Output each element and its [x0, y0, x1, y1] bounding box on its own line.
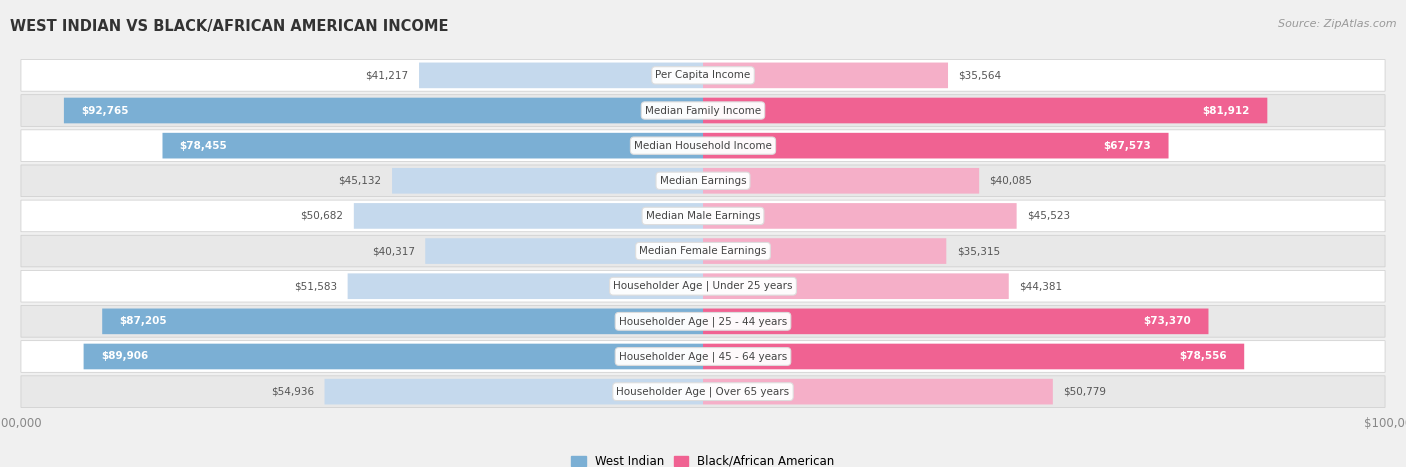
- Text: $41,217: $41,217: [366, 71, 409, 80]
- Text: Per Capita Income: Per Capita Income: [655, 71, 751, 80]
- FancyBboxPatch shape: [103, 309, 703, 334]
- Text: $87,205: $87,205: [120, 316, 167, 326]
- Text: Median Female Earnings: Median Female Earnings: [640, 246, 766, 256]
- FancyBboxPatch shape: [703, 133, 1168, 158]
- Text: $45,132: $45,132: [339, 176, 382, 186]
- FancyBboxPatch shape: [354, 203, 703, 229]
- FancyBboxPatch shape: [703, 273, 1008, 299]
- Text: $51,583: $51,583: [294, 281, 337, 291]
- Text: Source: ZipAtlas.com: Source: ZipAtlas.com: [1278, 19, 1396, 28]
- Text: Median Earnings: Median Earnings: [659, 176, 747, 186]
- Text: $89,906: $89,906: [101, 352, 148, 361]
- FancyBboxPatch shape: [21, 200, 1385, 232]
- Text: $50,682: $50,682: [301, 211, 343, 221]
- FancyBboxPatch shape: [392, 168, 703, 194]
- FancyBboxPatch shape: [63, 98, 703, 123]
- Text: $67,573: $67,573: [1104, 141, 1152, 151]
- FancyBboxPatch shape: [703, 63, 948, 88]
- FancyBboxPatch shape: [703, 238, 946, 264]
- FancyBboxPatch shape: [21, 270, 1385, 302]
- FancyBboxPatch shape: [347, 273, 703, 299]
- FancyBboxPatch shape: [703, 168, 979, 194]
- FancyBboxPatch shape: [21, 235, 1385, 267]
- Text: $44,381: $44,381: [1019, 281, 1062, 291]
- FancyBboxPatch shape: [703, 309, 1209, 334]
- FancyBboxPatch shape: [21, 130, 1385, 162]
- FancyBboxPatch shape: [703, 379, 1053, 404]
- FancyBboxPatch shape: [703, 203, 1017, 229]
- Text: $81,912: $81,912: [1202, 106, 1250, 115]
- FancyBboxPatch shape: [21, 341, 1385, 372]
- FancyBboxPatch shape: [703, 344, 1244, 369]
- FancyBboxPatch shape: [83, 344, 703, 369]
- FancyBboxPatch shape: [419, 63, 703, 88]
- Text: $35,564: $35,564: [959, 71, 1001, 80]
- Text: Median Male Earnings: Median Male Earnings: [645, 211, 761, 221]
- Text: Householder Age | 45 - 64 years: Householder Age | 45 - 64 years: [619, 351, 787, 362]
- Text: $92,765: $92,765: [82, 106, 128, 115]
- Text: $50,779: $50,779: [1063, 387, 1107, 396]
- Text: WEST INDIAN VS BLACK/AFRICAN AMERICAN INCOME: WEST INDIAN VS BLACK/AFRICAN AMERICAN IN…: [10, 19, 449, 34]
- Text: Householder Age | Over 65 years: Householder Age | Over 65 years: [616, 386, 790, 397]
- FancyBboxPatch shape: [325, 379, 703, 404]
- Text: $78,556: $78,556: [1180, 352, 1227, 361]
- Text: $78,455: $78,455: [180, 141, 228, 151]
- Text: Householder Age | 25 - 44 years: Householder Age | 25 - 44 years: [619, 316, 787, 326]
- FancyBboxPatch shape: [163, 133, 703, 158]
- Text: Median Family Income: Median Family Income: [645, 106, 761, 115]
- FancyBboxPatch shape: [703, 98, 1267, 123]
- FancyBboxPatch shape: [21, 376, 1385, 407]
- Legend: West Indian, Black/African American: West Indian, Black/African American: [567, 450, 839, 467]
- FancyBboxPatch shape: [21, 305, 1385, 337]
- Text: $35,315: $35,315: [956, 246, 1000, 256]
- FancyBboxPatch shape: [21, 60, 1385, 91]
- FancyBboxPatch shape: [21, 165, 1385, 197]
- Text: Householder Age | Under 25 years: Householder Age | Under 25 years: [613, 281, 793, 291]
- Text: Median Household Income: Median Household Income: [634, 141, 772, 151]
- Text: $45,523: $45,523: [1026, 211, 1070, 221]
- Text: $54,936: $54,936: [271, 387, 314, 396]
- Text: $73,370: $73,370: [1143, 316, 1191, 326]
- FancyBboxPatch shape: [21, 95, 1385, 126]
- Text: $40,317: $40,317: [373, 246, 415, 256]
- FancyBboxPatch shape: [425, 238, 703, 264]
- Text: $40,085: $40,085: [990, 176, 1032, 186]
